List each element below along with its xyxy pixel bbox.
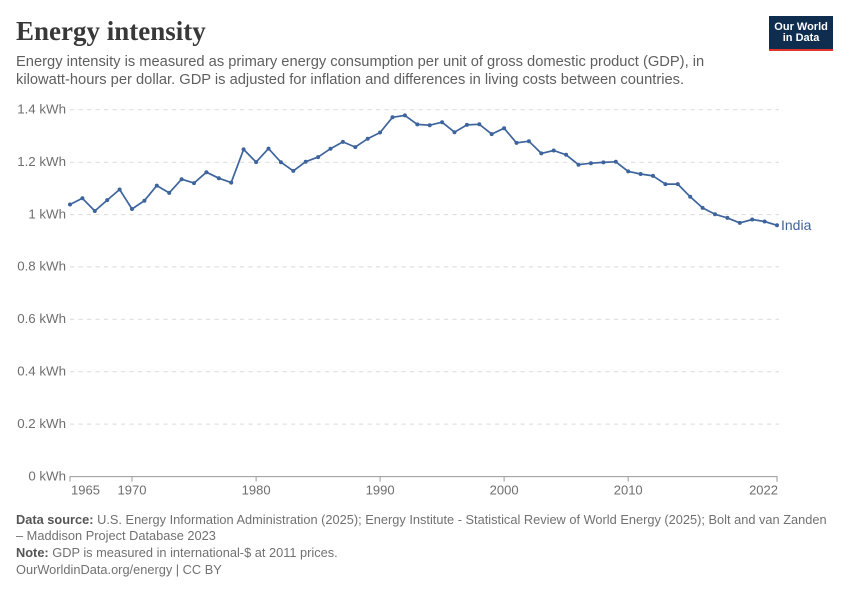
svg-text:1.2 kWh: 1.2 kWh — [17, 154, 66, 169]
svg-text:India: India — [781, 217, 812, 233]
svg-text:1 kWh: 1 kWh — [28, 206, 66, 221]
svg-text:0.8 kWh: 0.8 kWh — [17, 259, 66, 274]
svg-text:2000: 2000 — [490, 483, 519, 498]
svg-text:0.4 kWh: 0.4 kWh — [17, 364, 66, 379]
svg-text:0.6 kWh: 0.6 kWh — [17, 311, 66, 326]
svg-text:0.2 kWh: 0.2 kWh — [17, 416, 66, 431]
svg-text:2010: 2010 — [614, 483, 643, 498]
svg-text:0 kWh: 0 kWh — [28, 468, 66, 483]
svg-text:1980: 1980 — [242, 483, 271, 498]
svg-text:1990: 1990 — [366, 483, 395, 498]
svg-text:1.4 kWh: 1.4 kWh — [17, 102, 66, 117]
svg-text:2022: 2022 — [749, 483, 778, 498]
svg-text:1965: 1965 — [71, 483, 100, 498]
svg-text:1970: 1970 — [118, 483, 147, 498]
